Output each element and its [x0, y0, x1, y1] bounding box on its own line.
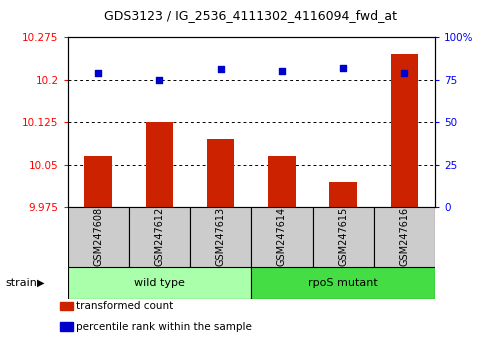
Text: GSM247613: GSM247613	[216, 206, 226, 266]
Bar	[68, 267, 252, 299]
Text: rpoS mutant: rpoS mutant	[308, 278, 378, 288]
Point	[156, 77, 164, 82]
Text: wild type: wild type	[134, 278, 185, 288]
Bar	[207, 139, 234, 207]
Point	[339, 65, 347, 70]
Point	[278, 68, 286, 74]
Bar	[252, 207, 312, 267]
Text: percentile rank within the sample: percentile rank within the sample	[76, 322, 252, 332]
Bar	[312, 207, 374, 267]
Text: GSM247612: GSM247612	[154, 206, 164, 266]
Text: transformed count: transformed count	[76, 301, 174, 311]
Bar	[268, 156, 295, 207]
Bar	[129, 207, 190, 267]
Bar	[252, 267, 435, 299]
Text: GSM247608: GSM247608	[93, 206, 103, 266]
Text: GSM247615: GSM247615	[338, 206, 348, 266]
Point	[400, 70, 408, 76]
Bar	[330, 182, 357, 207]
Bar	[390, 54, 418, 207]
Point	[94, 70, 102, 76]
Text: strain: strain	[5, 278, 37, 288]
Text: GSM247614: GSM247614	[277, 206, 287, 266]
Text: GDS3123 / IG_2536_4111302_4116094_fwd_at: GDS3123 / IG_2536_4111302_4116094_fwd_at	[104, 9, 397, 22]
Bar	[190, 207, 252, 267]
Bar	[374, 207, 435, 267]
Point	[216, 67, 224, 72]
Text: ▶: ▶	[36, 278, 44, 288]
Bar	[68, 207, 129, 267]
Bar	[84, 156, 112, 207]
Bar	[146, 122, 173, 207]
Text: GSM247616: GSM247616	[400, 206, 409, 266]
